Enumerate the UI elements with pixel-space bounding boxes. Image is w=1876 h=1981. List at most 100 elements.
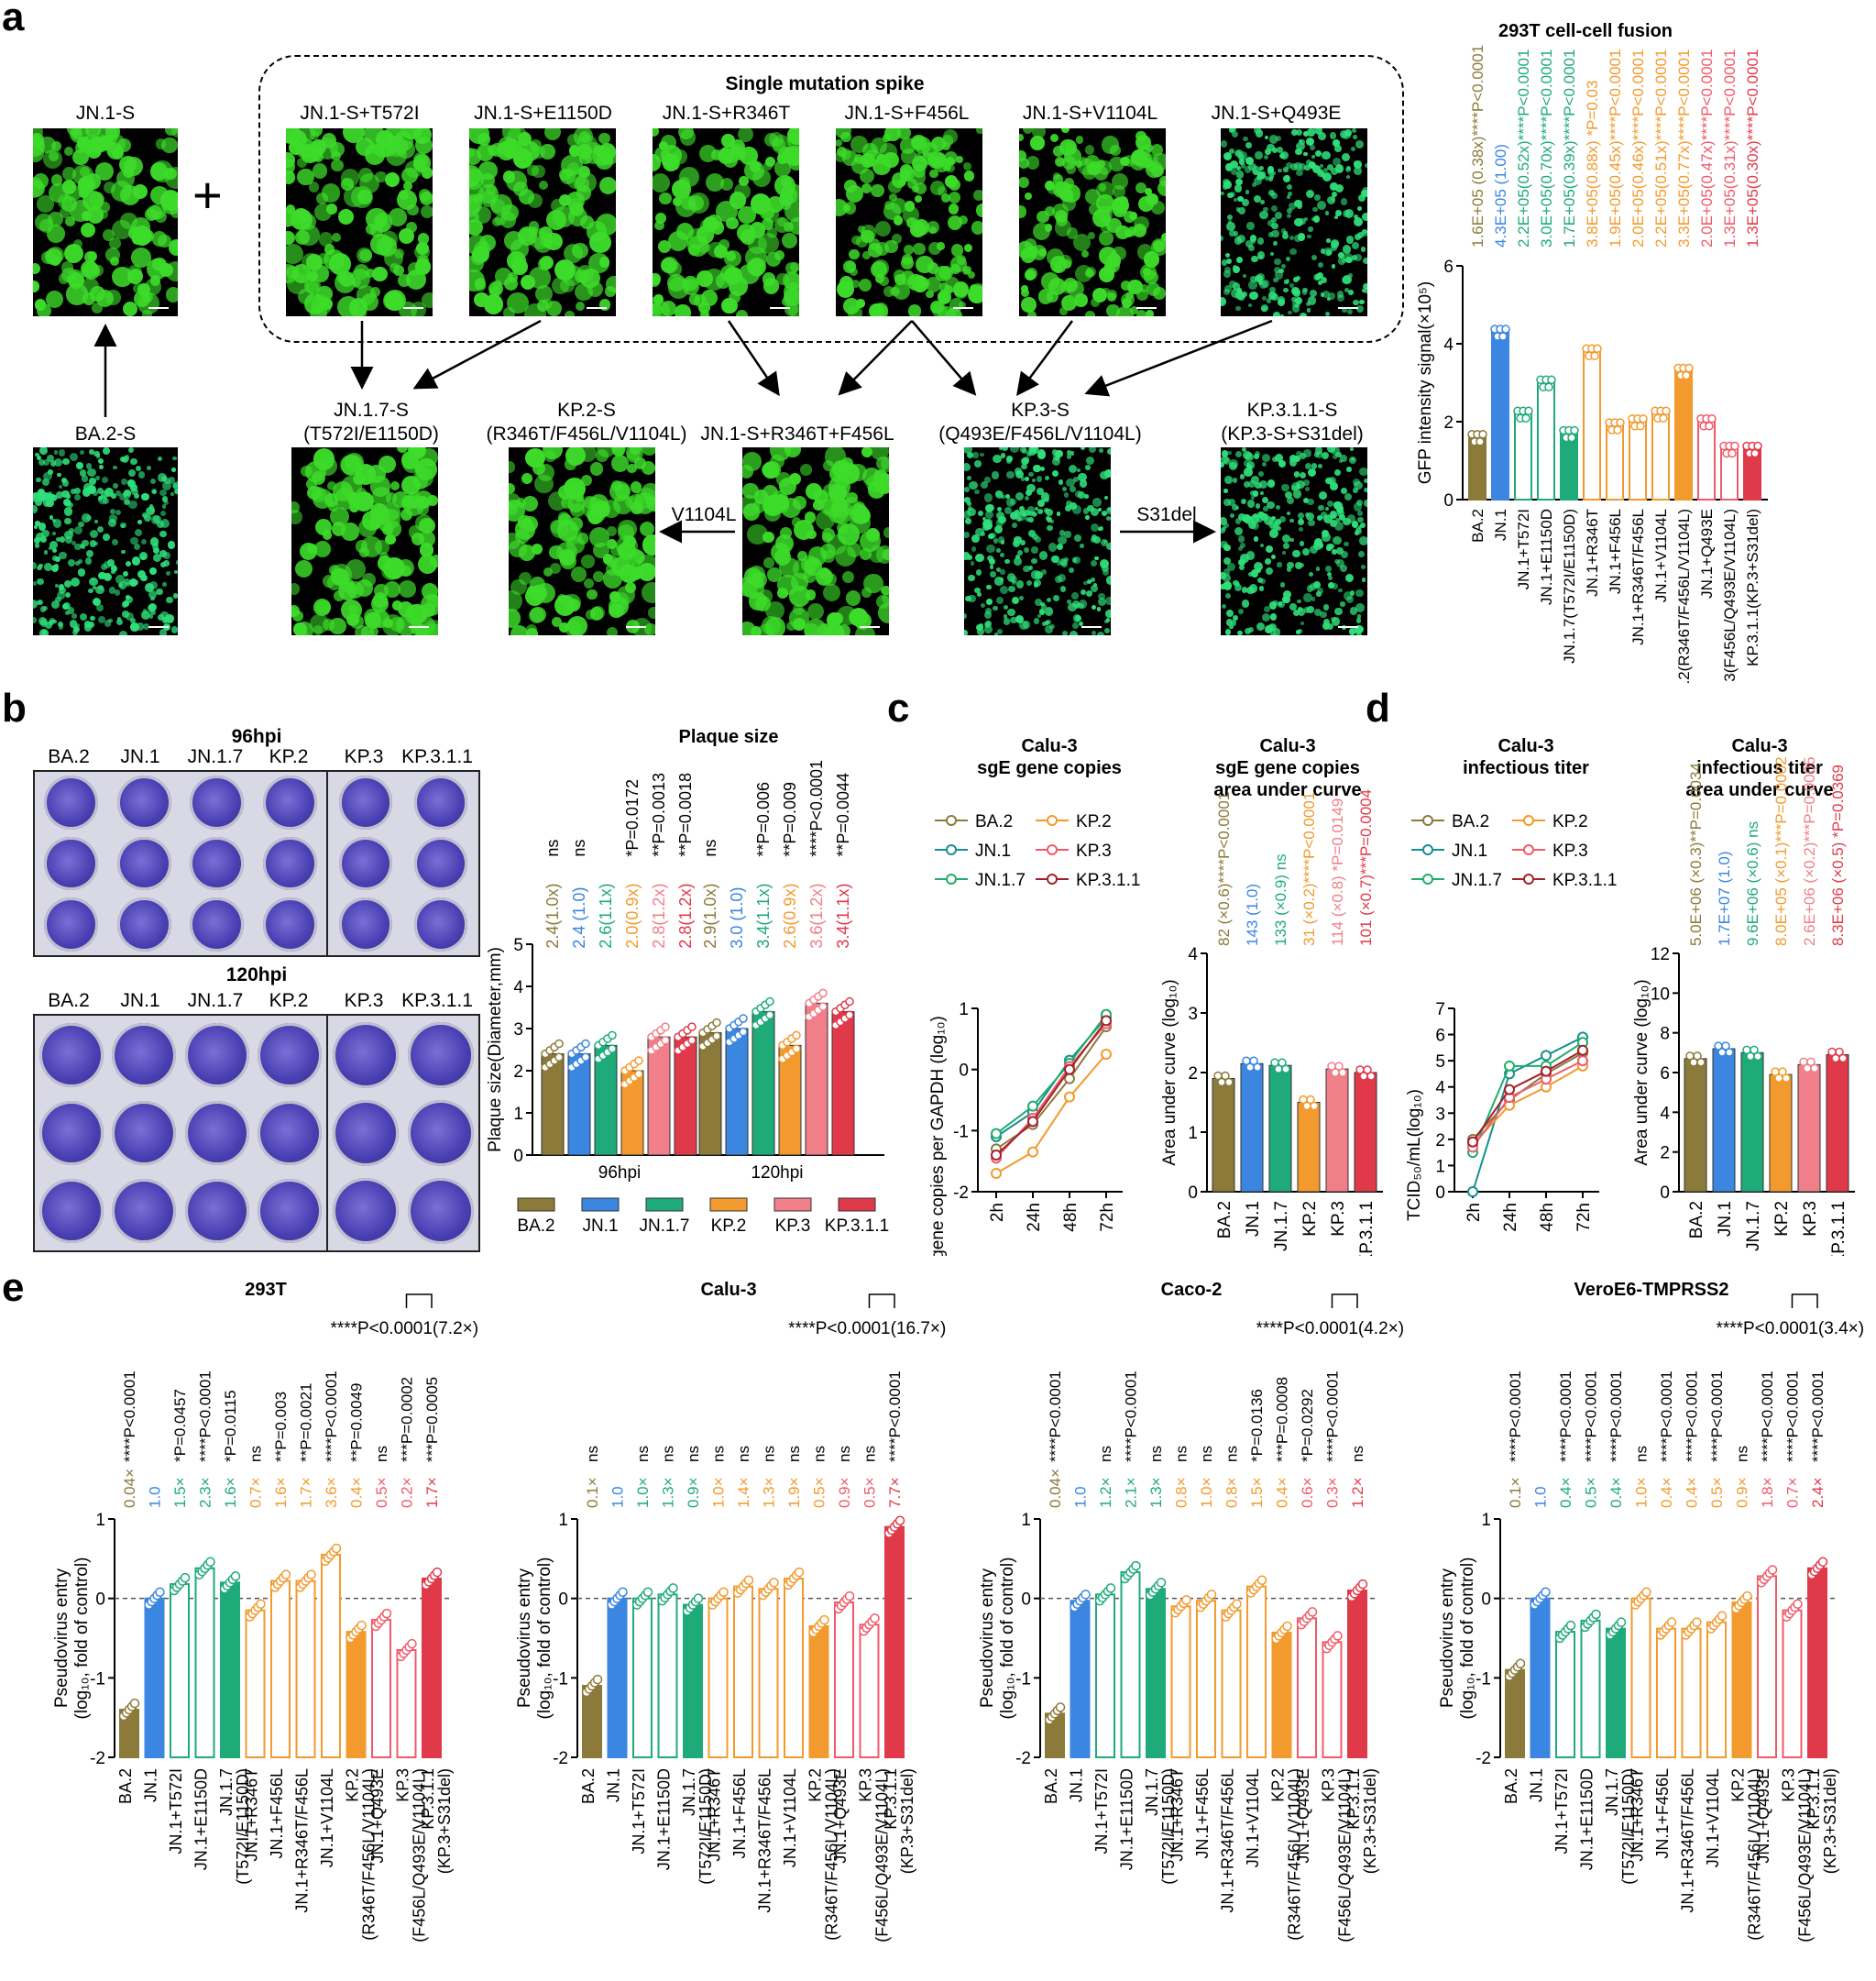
entry-bar	[1530, 1597, 1551, 1758]
auc-ytick-label: 12	[1651, 945, 1670, 964]
entry-point	[1565, 1620, 1576, 1631]
entry-bracket-label: ****P<0.0001(7.2×)	[330, 1319, 478, 1338]
entry-bar	[683, 1603, 703, 1758]
entry-xtick-label: JN.1+E1150D	[655, 1768, 674, 1870]
fusion-point	[1750, 448, 1760, 458]
label-kp2-s: KP.2-S	[557, 400, 616, 421]
auc-annotation: 143 (1.0)	[1244, 884, 1261, 946]
micrograph-jn17	[291, 447, 438, 635]
auc-title: infectious titer	[1696, 758, 1823, 778]
entry-pvalue: ns	[1097, 1446, 1114, 1462]
auc-xtick-label: JN.1.7	[1272, 1201, 1291, 1251]
fusion-point	[1521, 413, 1530, 424]
plaque-legend-label: KP.3.1.1	[825, 1216, 889, 1236]
fusion-bar	[1537, 381, 1555, 501]
entry-point	[280, 1569, 291, 1579]
plaque-bar	[674, 1036, 697, 1156]
entry-fold: 0.4×	[1684, 1477, 1701, 1508]
entry-point	[306, 1569, 316, 1579]
entry-xtick-label: JN.1+T572I	[167, 1768, 185, 1854]
entry-pvalue: ns	[1198, 1446, 1215, 1462]
entry-point	[794, 1567, 805, 1578]
entry-title: VeroE6-TMPRSS2	[1574, 1280, 1729, 1300]
fusion-ytick-label: 0	[1443, 491, 1454, 511]
entry-bar	[1120, 1571, 1141, 1759]
entry-point	[819, 1614, 829, 1625]
entry-fold: 0.5×	[1583, 1477, 1600, 1508]
auc-annotation: 114 (×0.8) *P=0.0149	[1329, 798, 1346, 946]
fusion-annotation: 3.3E+05(0.77x)****P<0.0001	[1675, 50, 1693, 248]
entry-point	[719, 1587, 729, 1597]
plaque-annotation: 2.9(1.0x)	[701, 884, 719, 949]
plaque-point	[845, 996, 854, 1007]
entry-point	[844, 1590, 855, 1601]
plaque-legend-label: JN.1.7	[640, 1216, 690, 1236]
entry-xtick-label: BA.2	[1042, 1768, 1060, 1804]
entry-fold: 1.2×	[1097, 1477, 1114, 1508]
plaque-bar	[725, 1028, 749, 1156]
series-point	[1027, 1146, 1038, 1158]
entry-point	[205, 1557, 215, 1568]
fusion-xtick-label: BA.2	[1469, 509, 1487, 543]
entry-xtick-label: JN.1+E1150D	[1118, 1768, 1136, 1870]
entry-fold: 1.4×	[735, 1477, 752, 1508]
entry-pvalue: ****P<0.0001	[1607, 1370, 1625, 1462]
fusion-point	[1616, 418, 1625, 427]
entry-pvalue: ****P<0.0001	[1708, 1370, 1726, 1462]
entry-pvalue: ns	[634, 1446, 652, 1462]
plaque-legend-label: BA.2	[517, 1216, 554, 1236]
auc-ytick-label: 6	[1660, 1064, 1670, 1084]
auc-point	[1278, 1058, 1287, 1067]
entry-bar	[859, 1623, 880, 1758]
fusion-title: 293T cell-cell fusion	[1498, 21, 1673, 41]
entry-chart-calu3: Calu-3 ****P<0.0001(16.7×) -2 -1 0 1 Pseudovir…	[515, 1280, 946, 1942]
plate120-label-jn1: JN.1	[120, 990, 160, 1011]
entry-fold: 1.9×	[785, 1477, 803, 1508]
auc-ytick-label: 0	[1188, 1183, 1198, 1203]
entry-fold: 1.2×	[1349, 1477, 1366, 1508]
plaque-legend-swatch	[645, 1197, 684, 1212]
entry-bar	[170, 1583, 190, 1759]
entry-xtick-label: JN.1+E1150D	[1578, 1768, 1596, 1870]
auc-ytick-label: 8	[1660, 1025, 1670, 1044]
label-t572i: JN.1-S+T572I	[300, 103, 420, 124]
entry-xtick-label: JN.1+Q493E	[1754, 1768, 1772, 1864]
line-ytick-label: 4	[1435, 1079, 1445, 1098]
entry-bar	[1347, 1590, 1367, 1758]
entry-xtick-label-2: (F456L/Q493E/V1104L)	[1336, 1768, 1355, 1942]
entry-pvalue: ***P=0.0005	[423, 1377, 441, 1462]
auc-point	[1334, 1062, 1344, 1071]
entry-bar	[194, 1567, 215, 1758]
entry-xtick-label: JN.1+Q493E	[368, 1768, 387, 1864]
entry-fold: 2.1×	[1123, 1477, 1140, 1508]
panel-letter-e: e	[2, 1265, 25, 1310]
plaque-well	[407, 1021, 475, 1088]
entry-bar	[1297, 1617, 1317, 1759]
line-ytick-label: 0	[959, 1062, 969, 1081]
line-title: Calu-3	[1498, 736, 1553, 756]
entry-xtick-label: JN.1+V1104L	[1244, 1768, 1262, 1867]
plate120-label-jn17: JN.1.7	[187, 990, 244, 1011]
plaque-pvalue: **P=0.0013	[650, 773, 668, 857]
plaque-point	[712, 1018, 721, 1028]
auc-annotation: 31 (×0.2)****P<0.0001	[1300, 792, 1318, 946]
fusion-point	[1659, 413, 1668, 424]
line-xtick-label: 2h	[1465, 1203, 1484, 1222]
entry-ylabel-1: Pseudovirus entry	[515, 1568, 534, 1708]
entry-xtick-label: JN.1+F456L	[730, 1768, 749, 1859]
series-point	[991, 1168, 1002, 1179]
plaque-well	[190, 836, 245, 891]
plaque-pvalue: ns	[570, 840, 588, 857]
legend-marker	[1422, 815, 1433, 826]
plaque-well	[38, 1179, 104, 1244]
single-mutation-title: Single mutation spike	[725, 73, 925, 94]
auc-xtick-label: BA.2	[1215, 1201, 1234, 1238]
plaque-annotation: 2.6(1.1x)	[597, 884, 615, 949]
entry-pvalue: ns	[836, 1446, 853, 1462]
auc-annotation: 8.0E+05 (×0.1)***P=0.0002	[1772, 756, 1790, 946]
entry-bar	[1757, 1575, 1777, 1758]
series-line	[1472, 1051, 1584, 1140]
fusion-ylabel: GFP intensity signal(×10⁵)	[1416, 281, 1435, 484]
auc-title: sgE gene copies	[1215, 758, 1360, 778]
entry-point	[230, 1571, 241, 1581]
